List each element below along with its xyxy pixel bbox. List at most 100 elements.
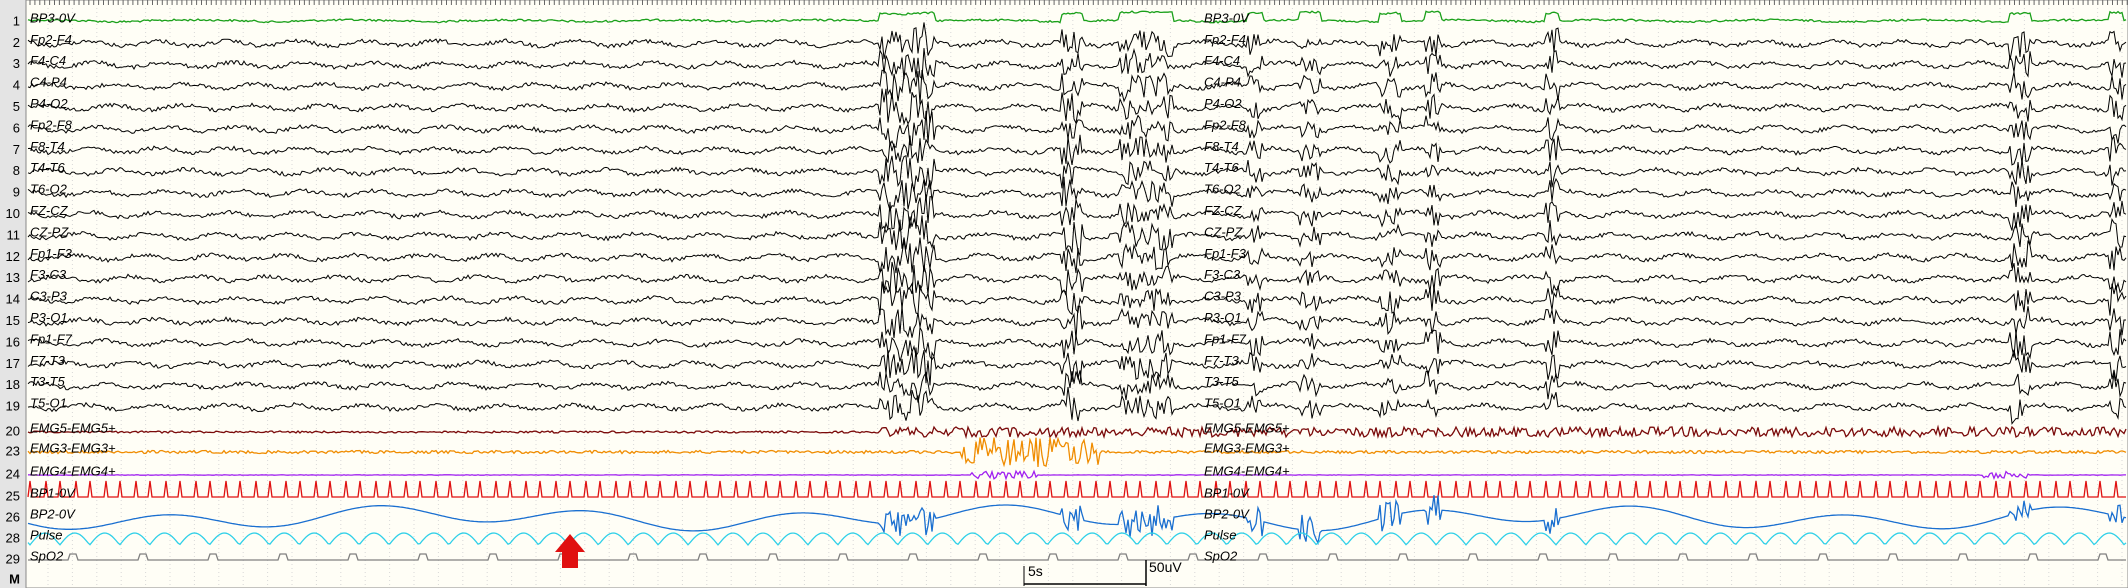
channel-label: T5-O1 bbox=[30, 396, 67, 411]
trace bbox=[27, 305, 2126, 340]
channel-label: F8-T4 bbox=[30, 139, 65, 154]
trace bbox=[27, 424, 2127, 440]
channel-label: T3-T5 bbox=[30, 374, 65, 389]
channel-label-repeat: Pulse bbox=[1204, 527, 1237, 542]
trace bbox=[28, 553, 2126, 561]
channel-label-repeat: T5-O1 bbox=[1204, 396, 1241, 411]
channel-label-repeat: Fp2-F4 bbox=[1204, 32, 1246, 47]
channel-label: SpO2 bbox=[30, 548, 64, 563]
channel-label: C4-P4 bbox=[30, 75, 67, 90]
channel-label: F3-C3 bbox=[30, 267, 67, 282]
channel-number: 8 bbox=[13, 163, 20, 178]
channel-number: 9 bbox=[13, 185, 20, 200]
channel-number: 24 bbox=[6, 466, 20, 481]
channel-number: 15 bbox=[6, 313, 20, 328]
channel-label: EMG3-EMG3+ bbox=[30, 440, 116, 455]
event-arrow bbox=[555, 534, 585, 568]
traces bbox=[27, 10, 2127, 561]
trace bbox=[27, 480, 2126, 498]
channel-label: P4-O2 bbox=[30, 96, 68, 111]
channel-number: 19 bbox=[6, 399, 20, 414]
channel-label-repeat: EMG4-EMG4+ bbox=[1204, 463, 1290, 478]
channel-label: Fp1-F7 bbox=[30, 331, 73, 346]
channel-number: 16 bbox=[6, 334, 20, 349]
channel-label: T4-T6 bbox=[30, 160, 65, 175]
channel-label-repeat: P4-O2 bbox=[1204, 96, 1242, 111]
trace bbox=[27, 176, 2127, 212]
channel-number: 12 bbox=[6, 249, 20, 264]
channel-label: T6-O2 bbox=[30, 182, 68, 197]
trace bbox=[27, 154, 2127, 192]
channel-label: EMG5-EMG5+ bbox=[30, 420, 116, 435]
channel-label-repeat: BP1-0V bbox=[1204, 485, 1250, 500]
channel-label-repeat: T4-T6 bbox=[1204, 160, 1239, 175]
channel-number: 23 bbox=[6, 443, 20, 458]
channel-label: CZ-PZ bbox=[30, 224, 69, 239]
channel-label-repeat: C4-P4 bbox=[1204, 75, 1241, 90]
channel-label: P3-O1 bbox=[30, 310, 68, 325]
channel-label-repeat: SpO2 bbox=[1204, 548, 1238, 563]
channel-number: 29 bbox=[6, 551, 20, 566]
channel-label: F7-T3 bbox=[30, 353, 65, 368]
trace bbox=[27, 47, 2127, 80]
channel-label-repeat: BP3-0V bbox=[1204, 10, 1250, 25]
trace bbox=[27, 110, 2127, 149]
channel-number: 3 bbox=[13, 56, 20, 71]
channel-label: Pulse bbox=[30, 527, 63, 542]
trace bbox=[27, 495, 2127, 546]
trace bbox=[27, 69, 2127, 105]
channel-label: BP2-0V bbox=[30, 506, 76, 521]
channel-label-repeat: EMG5-EMG5+ bbox=[1204, 420, 1290, 435]
channel-number: 4 bbox=[13, 78, 20, 93]
marker-row: M bbox=[9, 571, 20, 586]
trace bbox=[27, 22, 2127, 60]
trace bbox=[27, 88, 2127, 126]
channel-label-repeat: T3-T5 bbox=[1204, 374, 1239, 389]
channel-number: 18 bbox=[6, 377, 20, 392]
channel-label-repeat: Fp2-F8 bbox=[1204, 117, 1247, 132]
trace bbox=[27, 469, 2126, 481]
channel-label-repeat: C3-P3 bbox=[1204, 289, 1242, 304]
channel-label: C3-P3 bbox=[30, 289, 68, 304]
trace bbox=[27, 532, 2127, 547]
channel-number: 20 bbox=[6, 423, 20, 438]
channel-label: EMG4-EMG4+ bbox=[30, 463, 116, 478]
channel-label-repeat: F4-C4 bbox=[1204, 53, 1240, 68]
channel-number: 14 bbox=[6, 292, 20, 307]
trace bbox=[27, 134, 2127, 166]
channel-gutter bbox=[0, 0, 26, 588]
channel-number: 28 bbox=[6, 530, 20, 545]
channel-label: Fp1-F3 bbox=[30, 246, 73, 261]
channel-labels: 1 BP3-0V BP3-0V 2 Fp2-F4 Fp2-F4 3 F4-C4 F4-C4 4 C4… bbox=[6, 10, 1290, 566]
channel-label-repeat: FZ-CZ bbox=[1204, 203, 1243, 218]
trace bbox=[27, 237, 2127, 274]
channel-number: 13 bbox=[6, 270, 20, 285]
channel-label: Fp2-F8 bbox=[30, 117, 73, 132]
time-scale-label: 5s bbox=[1028, 563, 1043, 579]
channel-number: 25 bbox=[6, 488, 20, 503]
channel-label-repeat: EMG3-EMG3+ bbox=[1204, 440, 1290, 455]
trace bbox=[27, 347, 2127, 386]
trace-frame bbox=[25, 0, 2128, 588]
channel-label: BP3-0V bbox=[30, 10, 76, 25]
trace bbox=[27, 386, 2127, 425]
channel-number: 2 bbox=[13, 35, 20, 50]
trace bbox=[27, 215, 2127, 257]
channel-label-repeat: F8-T4 bbox=[1204, 139, 1239, 154]
channel-label-repeat: F3-C3 bbox=[1204, 267, 1241, 282]
channel-number: 5 bbox=[13, 99, 20, 114]
channel-number: 10 bbox=[6, 206, 20, 221]
channel-number: 11 bbox=[7, 227, 21, 242]
channel-label-repeat: F7-T3 bbox=[1204, 353, 1239, 368]
channel-label-repeat: Fp1-F7 bbox=[1204, 331, 1247, 346]
channel-number: 17 bbox=[6, 356, 20, 371]
trace bbox=[27, 325, 2127, 362]
channel-label: Fp2-F4 bbox=[30, 32, 72, 47]
channel-label-repeat: P3-O1 bbox=[1204, 310, 1242, 325]
channel-number: 1 bbox=[13, 13, 20, 28]
trace bbox=[27, 436, 2127, 468]
channel-number: 7 bbox=[13, 142, 20, 157]
trace bbox=[27, 10, 2127, 24]
